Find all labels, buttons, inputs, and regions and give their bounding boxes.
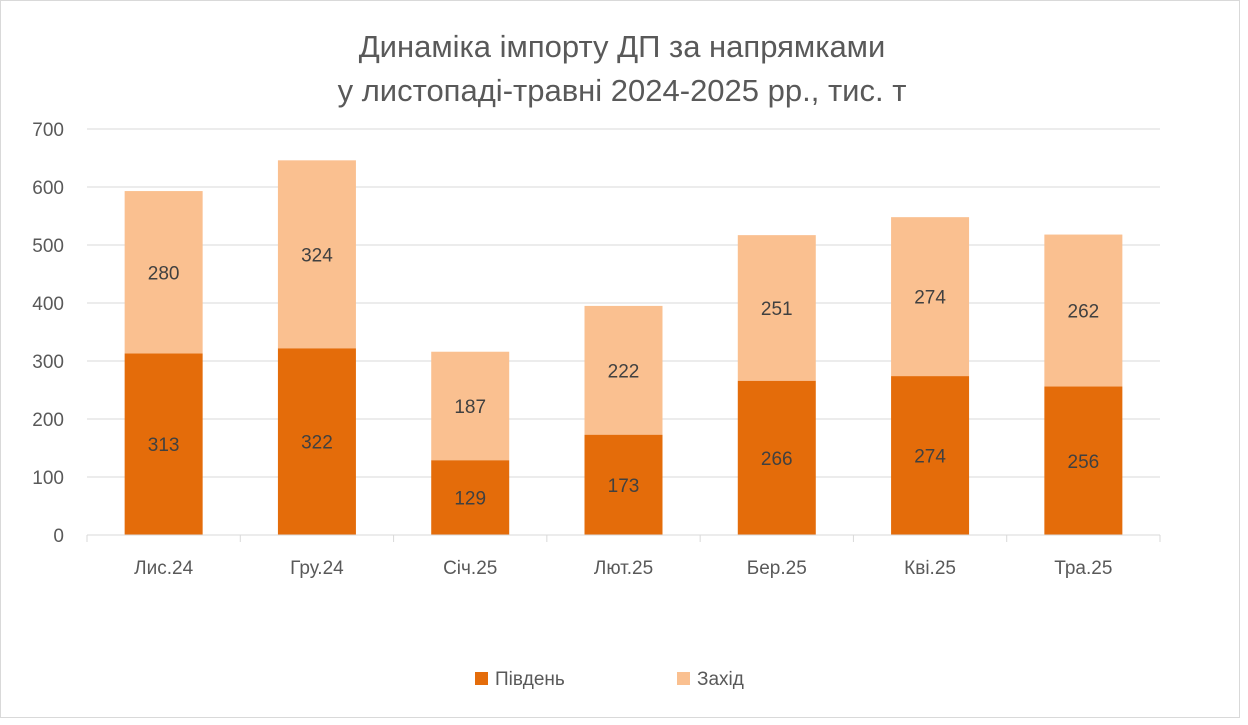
x-tick-label: Кві.25	[904, 558, 956, 579]
x-tick-label: Гру.24	[290, 558, 344, 579]
bar-south	[737, 380, 816, 535]
bar-west	[1044, 234, 1123, 387]
y-tick-label: 500	[32, 236, 64, 257]
chart-subtitle: у листопаді-травні 2024-2025 рр., тис. т	[338, 73, 907, 108]
data-label: 274	[914, 447, 946, 468]
legend-swatch	[475, 672, 488, 685]
bar-west	[277, 160, 356, 349]
data-label: 313	[148, 435, 180, 456]
legend: Південь Захід	[475, 669, 744, 690]
bar-west	[431, 351, 510, 461]
legend-label: Південь	[495, 669, 565, 690]
data-label: 280	[148, 263, 180, 284]
x-tick-label: Січ.25	[443, 558, 497, 579]
y-tick-label: 100	[32, 468, 64, 489]
chart-title: Динаміка імпорту ДП за напрямками	[359, 29, 886, 64]
y-tick-label: 0	[53, 526, 64, 547]
bars: 313 280 322 324 129 187 173 222 266 251 274 274 256 2…	[124, 160, 1123, 535]
bar-west	[124, 191, 203, 354]
axes: 0 100 200 300 400 500 600 700 Лис.24 Гру.24 Січ.25…	[32, 120, 1161, 579]
bar-west	[584, 305, 663, 435]
bar-south	[124, 353, 203, 535]
y-tick-label: 400	[32, 294, 64, 315]
data-label: 173	[608, 476, 640, 497]
x-tick-label: Тра.25	[1054, 558, 1112, 579]
bar-west	[737, 235, 816, 381]
y-tick-label: 600	[32, 178, 64, 199]
data-label: 266	[761, 449, 793, 470]
bar-south	[1044, 386, 1123, 535]
data-label: 222	[608, 361, 640, 382]
bar-south	[431, 460, 510, 535]
data-label: 262	[1068, 302, 1100, 323]
data-label: 251	[761, 299, 793, 320]
bar-south	[584, 434, 663, 535]
data-label: 324	[301, 245, 333, 266]
data-label: 129	[454, 489, 486, 510]
x-tick-label: Лис.24	[134, 558, 193, 579]
x-tick-label: Лют.25	[594, 558, 653, 579]
bar-south	[277, 348, 356, 535]
data-label: 274	[914, 288, 946, 309]
legend-label: Захід	[697, 669, 744, 690]
y-tick-label: 700	[32, 120, 64, 141]
bar-south	[891, 376, 970, 535]
bar-west	[891, 217, 970, 377]
y-tick-label: 200	[32, 410, 64, 431]
legend-swatch	[677, 672, 690, 685]
data-label: 256	[1068, 452, 1100, 473]
gridlines	[87, 128, 1160, 478]
x-tick-label: Бер.25	[747, 558, 807, 579]
data-label: 322	[301, 433, 333, 454]
data-label: 187	[454, 397, 486, 418]
y-tick-label: 300	[32, 352, 64, 373]
